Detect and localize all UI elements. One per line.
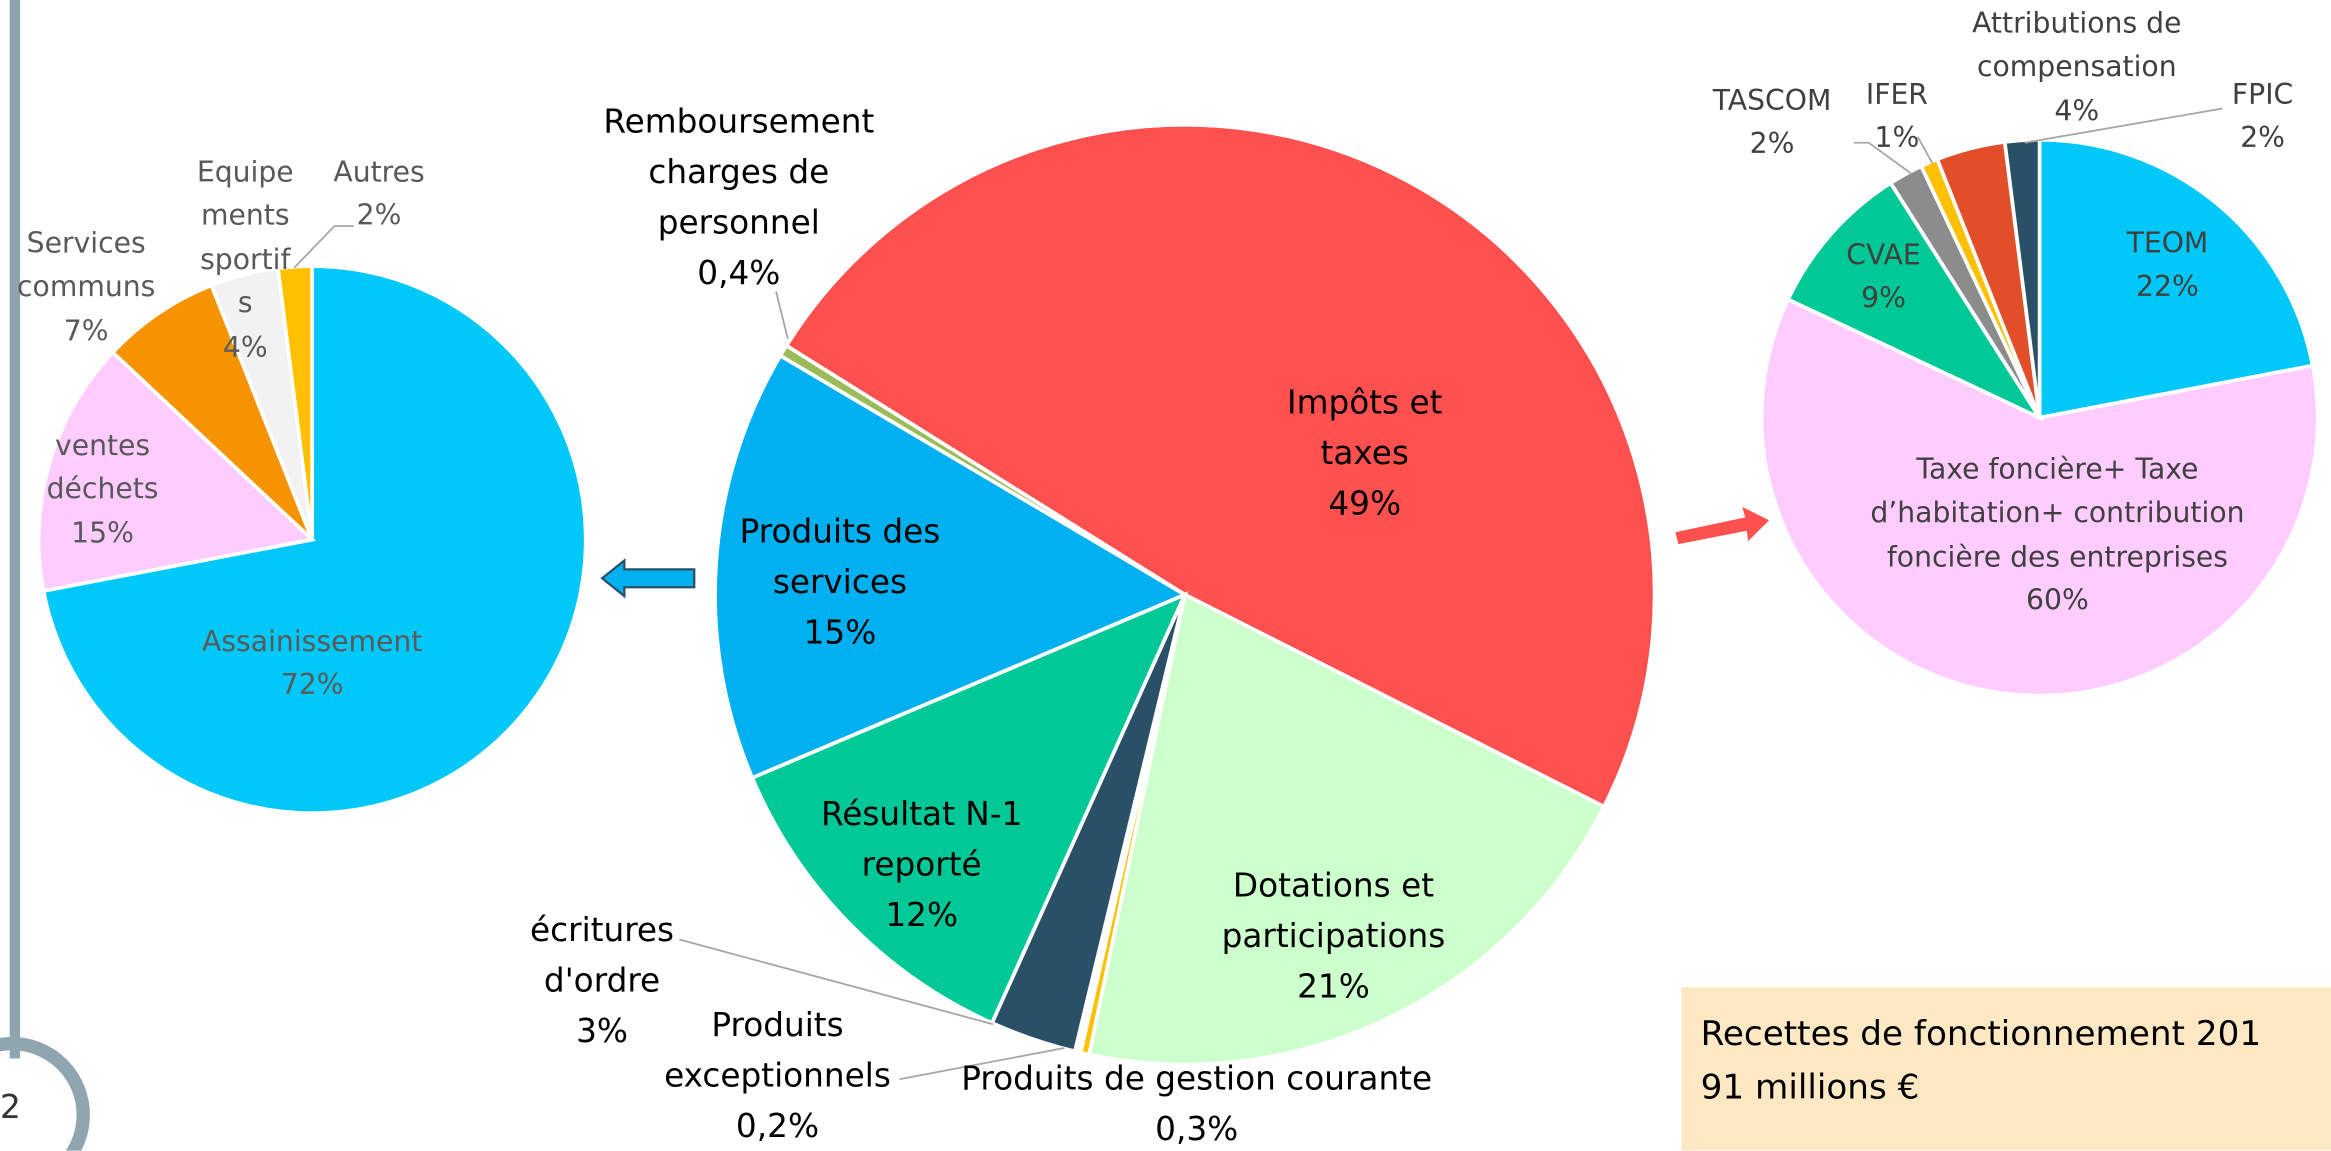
category-label: TASCOM	[1712, 84, 1832, 118]
value-label: 49%	[1328, 486, 1402, 524]
category-label: Services communs	[17, 227, 156, 304]
pie-slice	[777, 343, 1186, 597]
note-box: Recettes de fonctionnement 201 91 million…	[1681, 987, 2331, 1151]
category-label: Attributions de compensation	[1972, 7, 2182, 84]
value-label: 4%	[2054, 94, 2100, 128]
category-label: Taxe foncière+ Taxe d’habitation+ contri…	[1870, 453, 2245, 574]
value-label: 9%	[1861, 283, 1906, 316]
value-label: 2%	[356, 199, 402, 233]
value-label: 0,3%	[1155, 1112, 1239, 1150]
category-label: Remboursement charges de personnel	[603, 104, 875, 243]
value-label: 4%	[222, 331, 268, 364]
arrow-left	[600, 558, 696, 599]
value-label: 15%	[803, 615, 877, 653]
value-label: 15%	[71, 517, 134, 550]
slice-label: Autres 2%	[320, 152, 439, 240]
slice-label: Résultat N-1 reporté 12%	[795, 791, 1048, 943]
slice-label: Services communs 7%	[12, 223, 161, 354]
category-label: TEOM	[2126, 227, 2209, 261]
slice-label: TEOM 22%	[2078, 223, 2256, 311]
value-label: 0,2%	[735, 1109, 820, 1147]
pie-slice	[110, 282, 314, 541]
leader-line	[679, 938, 994, 1026]
leaders	[293, 107, 2223, 1081]
slice-label: Produits de gestion courante 0,3%	[914, 1055, 1479, 1150]
slice-label: Remboursement charges de personnel 0,4%	[575, 98, 902, 301]
category-label: Equipements sportifs	[196, 156, 294, 321]
slice-label: Produits des services 15%	[714, 508, 967, 660]
leader-line	[1916, 136, 1934, 164]
leader-line	[2024, 107, 2223, 144]
slice-label: Taxe foncière+ Taxe d’habitation+ contri…	[1842, 449, 2273, 624]
value-label: 12%	[885, 898, 959, 936]
slice-label: Impôts et taxes 49%	[1246, 379, 1484, 531]
value-label: 72%	[280, 669, 344, 703]
category-label: Impôts et taxes	[1286, 385, 1443, 473]
category-label: Produits des services	[739, 514, 941, 603]
leader-line	[1853, 141, 1913, 175]
pie-slice	[713, 353, 1189, 781]
pie-slice	[1759, 296, 2320, 698]
pie-slice	[1785, 180, 2045, 423]
value-label: 0,4%	[697, 256, 781, 294]
pie-slice	[1086, 591, 1607, 1067]
category-label: Résultat N-1 reporté	[820, 796, 1023, 885]
note-line: Recettes de fonctionnement 201	[1700, 1015, 2262, 1054]
pie-slice	[783, 123, 1657, 810]
value-label: 7%	[63, 314, 109, 348]
slices	[36, 123, 2320, 1067]
arrow-right	[1675, 506, 1770, 545]
value-label: 3%	[576, 1014, 629, 1052]
slice-label: TASCOM 2%	[1698, 80, 1847, 168]
slice-label: FPIC 2%	[2211, 74, 2315, 162]
value-label: 22%	[2136, 271, 2199, 304]
slice-label: Equipements sportifs 4%	[196, 152, 294, 371]
slice-label: IFER 1%	[1852, 74, 1941, 162]
leader-line	[293, 225, 354, 269]
category-label: Produits de gestion courante	[961, 1061, 1433, 1099]
slice-label: Dotations et participations 21%	[1185, 862, 1482, 1014]
category-label: ventes déchets	[46, 429, 159, 507]
slice-label: Assainissement 72%	[164, 621, 461, 709]
leader-line	[899, 1047, 1065, 1081]
slice-label: ventes déchets 15%	[36, 425, 170, 556]
category-label: FPIC	[2231, 78, 2294, 112]
value-label: 21%	[1297, 969, 1370, 1007]
slice-label: CVAE 9%	[1824, 235, 1943, 323]
page-circle	[0, 1036, 90, 1151]
category-label: Produits exceptionnels	[664, 1007, 891, 1096]
category-label: Dotations et participations	[1221, 868, 1446, 957]
category-label: CVAE	[1846, 239, 1921, 273]
note-line: 91 millions €	[1700, 1068, 1920, 1108]
pie-slice	[2037, 137, 2315, 420]
value-label: 2%	[2240, 122, 2286, 156]
category-label: Autres	[333, 156, 425, 189]
value-label: 60%	[2026, 584, 2089, 618]
slice-label: écritures d'ordre 3%	[520, 907, 684, 1059]
category-label: écritures d'ordre	[530, 912, 675, 1001]
slice-label: Produits exceptionnels 0,2%	[636, 1002, 918, 1151]
pie-slice	[36, 349, 317, 594]
category-label: IFER	[1865, 78, 1928, 112]
leader-line	[775, 291, 789, 340]
value-label: 1%	[1874, 122, 1920, 156]
value-label: 2%	[1749, 128, 1795, 162]
pie-slice	[749, 591, 1189, 1026]
page-number: 2	[0, 1089, 21, 1127]
category-label: Assainissement	[202, 625, 423, 659]
slice-label: Attributions de compensation 4%	[1950, 3, 2203, 134]
